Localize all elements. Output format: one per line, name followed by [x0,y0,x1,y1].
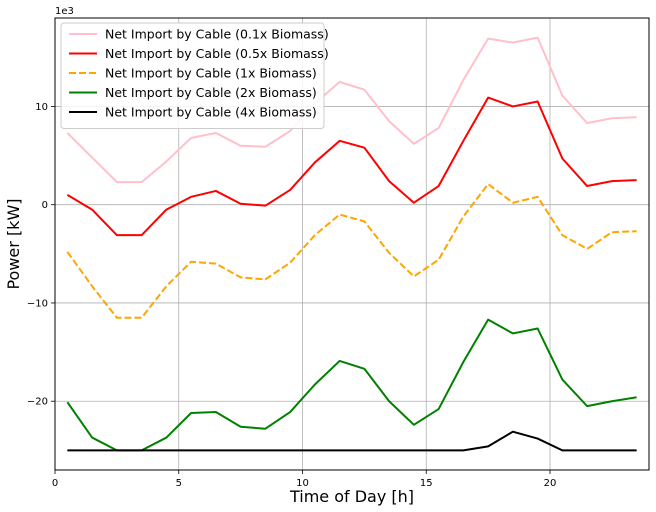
y-axis-label: Power [kW] [4,198,23,289]
y-tick-label: 0 [42,200,48,211]
plot-frame [54,17,650,471]
series-line-3 [66,318,637,452]
legend-label-0: Net Import by Cable (0.1x Biomass) [105,27,329,42]
x-tick-label: 10 [296,478,309,489]
x-tick-label: 20 [544,478,557,489]
x-tick-label: 0 [52,478,58,489]
series-line-2 [66,183,637,319]
legend-label-4: Net Import by Cable (4x Biomass) [105,105,317,120]
x-tick-label: 15 [420,478,433,489]
series-line-1 [66,96,637,237]
y-tick-label: 10 [35,102,48,113]
series-line-0 [66,36,637,184]
y-offset-label: 1e3 [55,6,74,17]
x-axis-label: Time of Day [h] [289,487,414,506]
y-tick-label: −20 [27,397,48,408]
y-tick-label: −10 [27,298,48,309]
series-group [66,36,637,452]
legend-label-3: Net Import by Cable (2x Biomass) [105,85,317,100]
x-ticks: 0 5 10 15 20 [52,470,557,489]
y-ticks: −20 −10 0 10 [27,102,55,408]
x-tick-label: 5 [176,478,182,489]
legend-label-1: Net Import by Cable (0.5x Biomass) [105,46,329,61]
legend-label-2: Net Import by Cable (1x Biomass) [105,66,317,81]
series-line-4 [67,430,637,452]
legend: Net Import by Cable (0.1x Biomass) Net Im… [60,22,329,129]
legend-box [60,22,325,129]
